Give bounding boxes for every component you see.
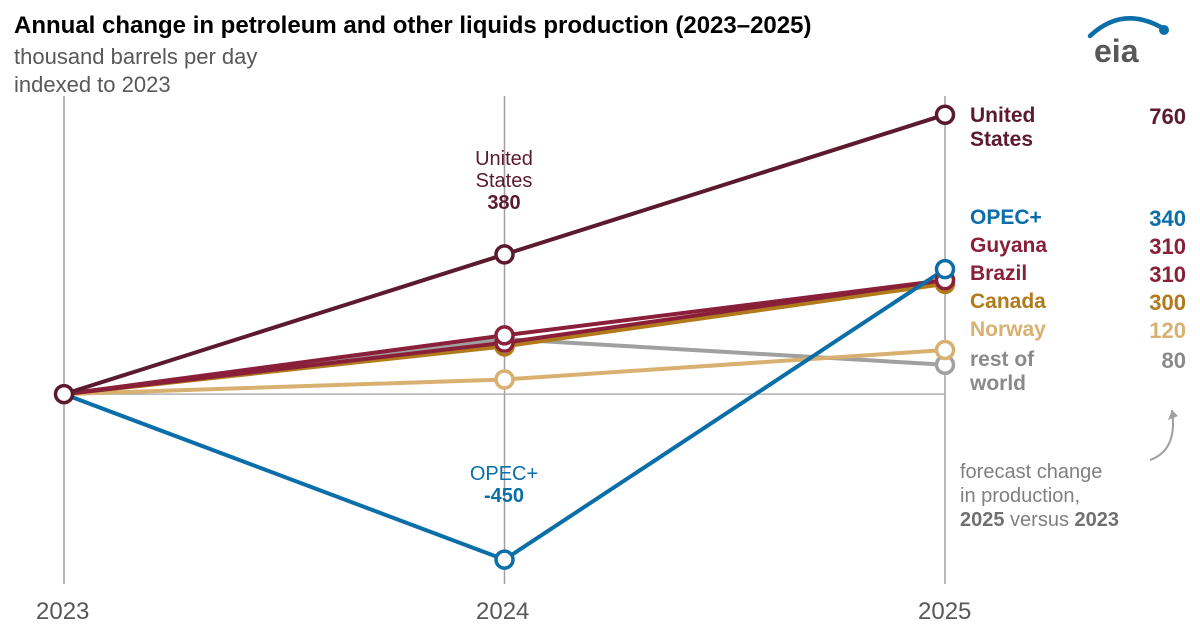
- series-label: Norway: [970, 318, 1046, 342]
- mid-label: OPEC+-450: [444, 463, 564, 507]
- series-label: UnitedStates: [970, 104, 1035, 152]
- series-value: 120: [1149, 318, 1186, 344]
- series-label: Canada: [970, 290, 1046, 314]
- series-value: 310: [1149, 234, 1186, 260]
- series-label: OPEC+: [970, 206, 1042, 230]
- series-value: 760: [1149, 104, 1186, 130]
- series-value: 310: [1149, 262, 1186, 288]
- series-value: 340: [1149, 206, 1186, 232]
- series-label: Brazil: [970, 262, 1027, 286]
- series-value: 300: [1149, 290, 1186, 316]
- mid-label: UnitedStates380: [444, 148, 564, 214]
- x-tick-label: 2025: [918, 598, 971, 626]
- series-value: 80: [1162, 348, 1186, 374]
- series-label: Guyana: [970, 234, 1047, 258]
- forecast-note: forecast changein production,2025 versus…: [960, 460, 1170, 532]
- x-tick-label: 2024: [476, 598, 529, 626]
- x-tick-label: 2023: [36, 598, 89, 626]
- series-label: rest ofworld: [970, 348, 1034, 396]
